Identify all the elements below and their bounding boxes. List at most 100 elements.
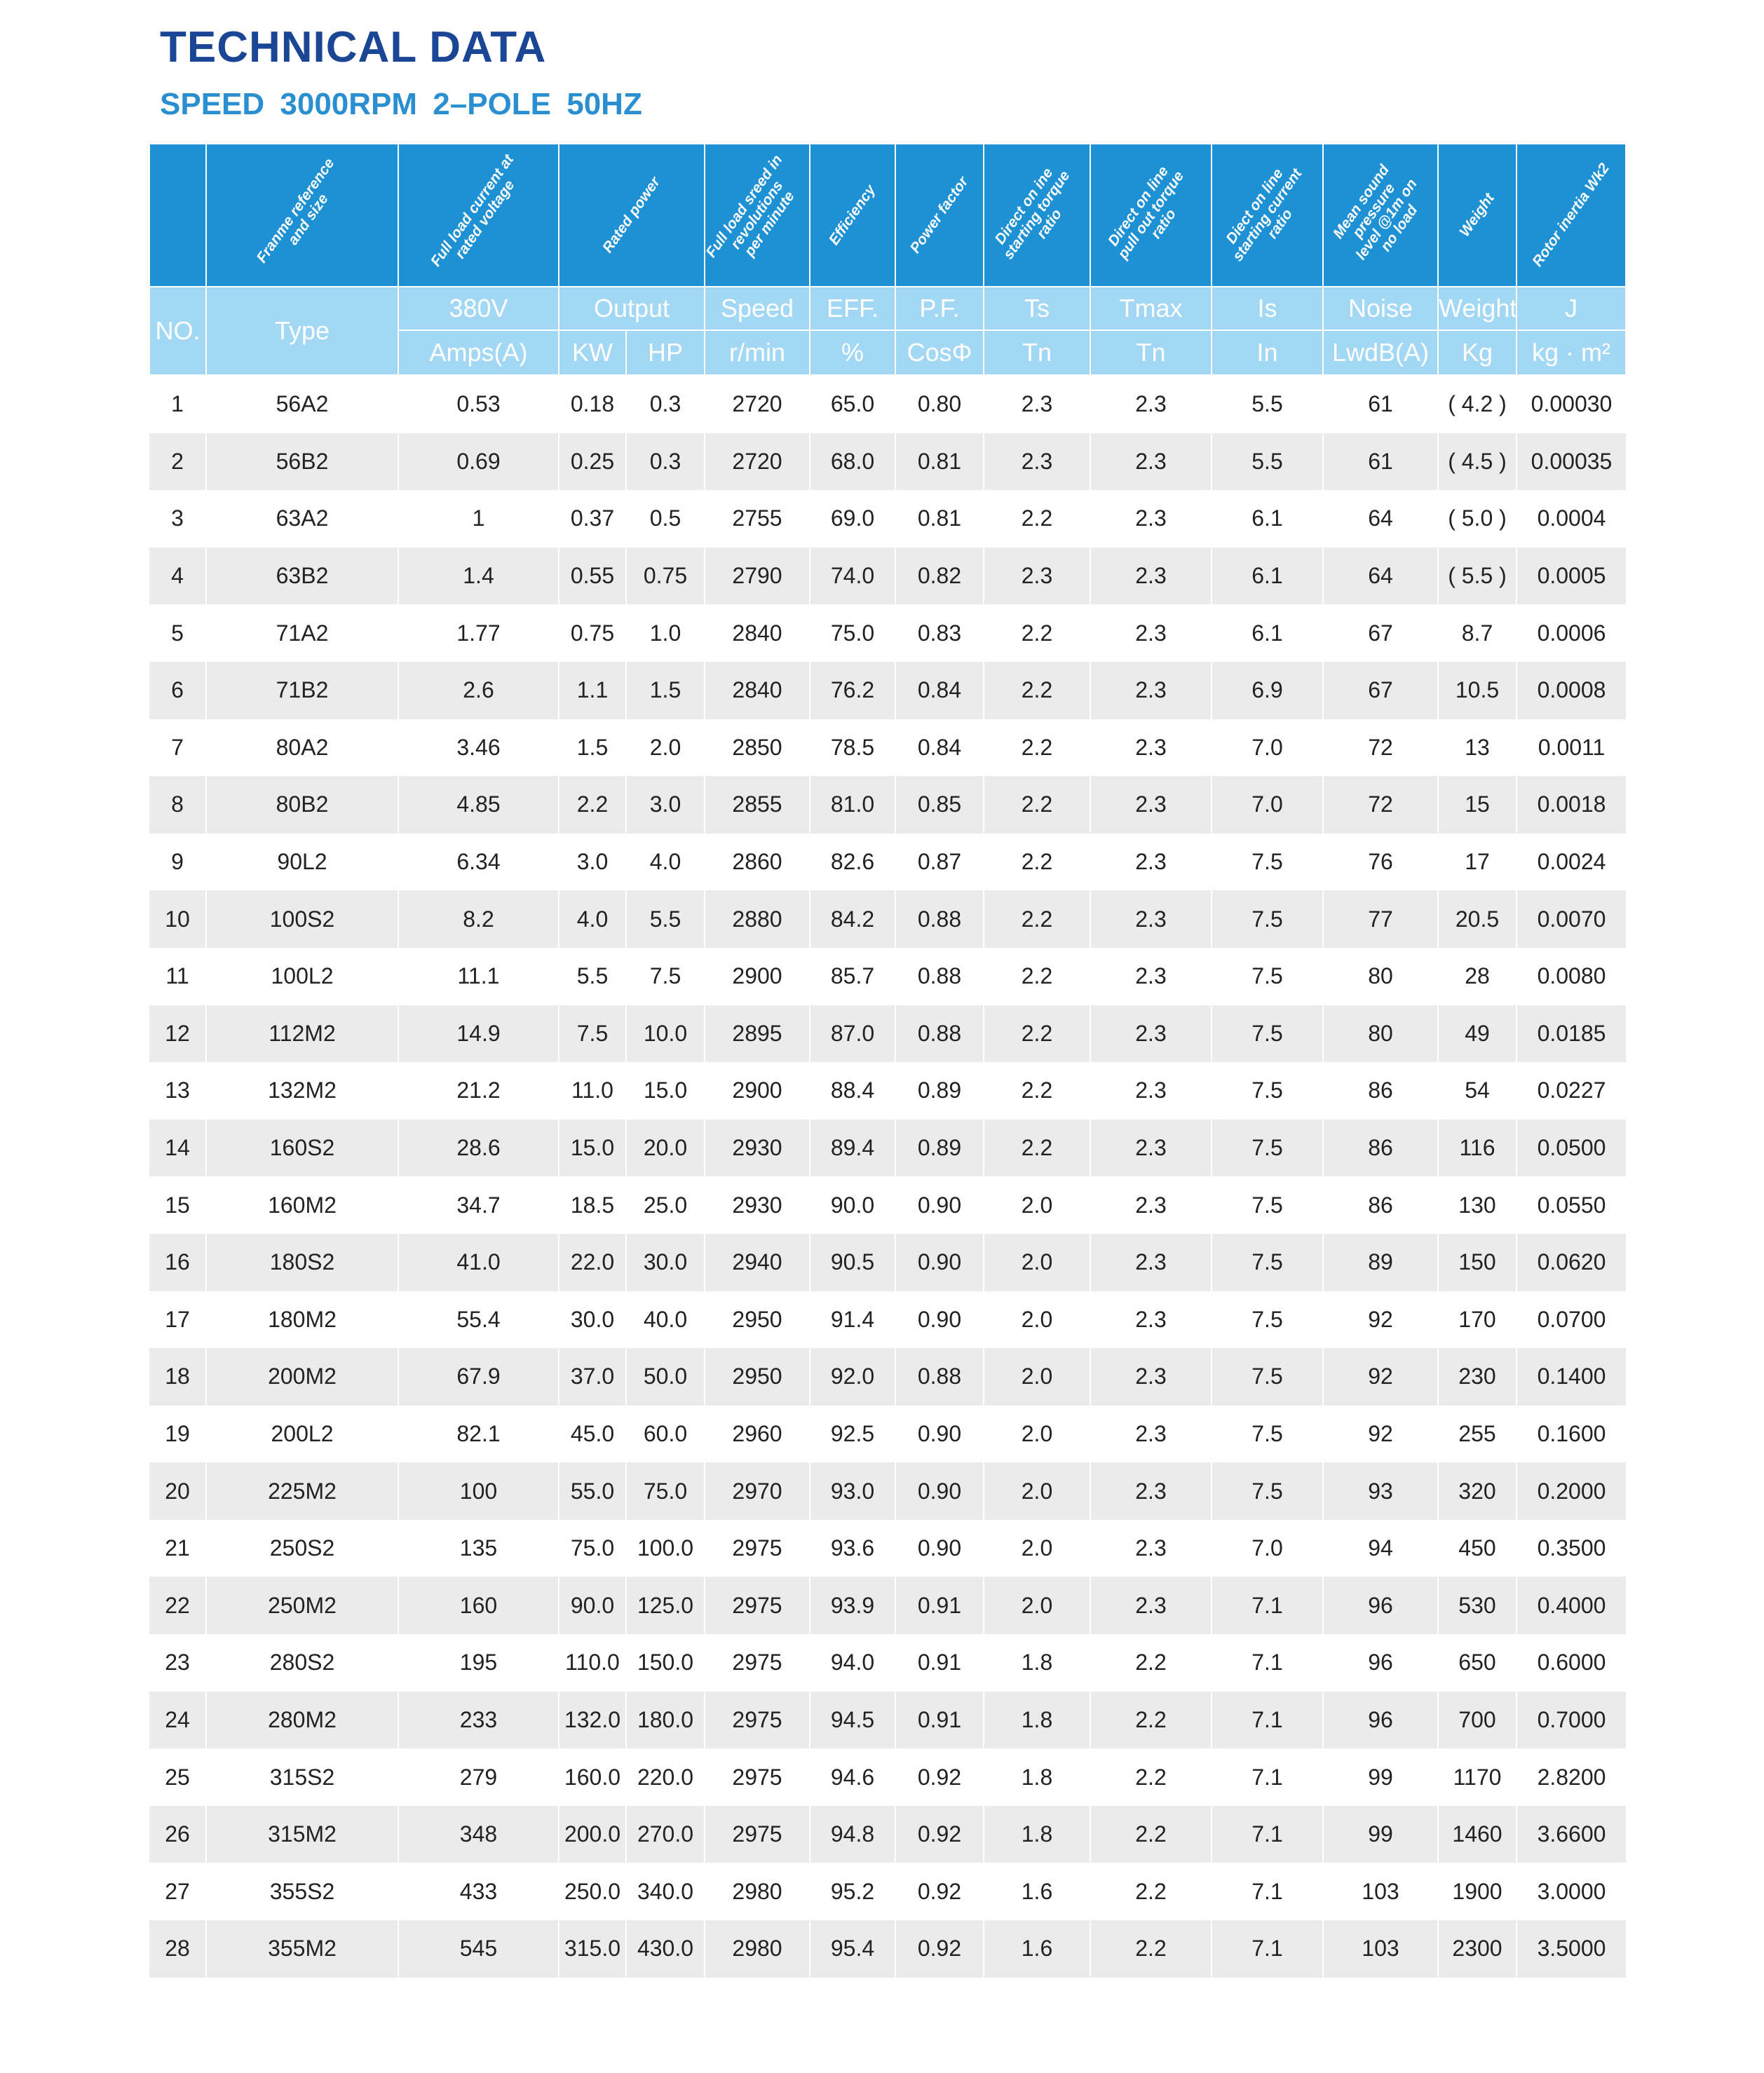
cell-hp: 25.0 [625, 1176, 705, 1234]
cell-inertia: 0.6000 [1516, 1634, 1626, 1692]
cell-eff: 95.4 [809, 1920, 895, 1978]
cell-tmax-tn: 2.2 [1090, 1805, 1212, 1863]
cell-noise: 96 [1322, 1577, 1438, 1635]
cell-no: 6 [149, 661, 206, 719]
table-row: 17 180M2 55.4 30.0 40.0 2950 91.4 0.90 2.0 2.3 7.5… [149, 1291, 1626, 1349]
cell-amps: 433 [398, 1863, 559, 1921]
header-desc-noise: Mean sound pressure level @1m on no load [1322, 144, 1439, 287]
cell-weight: 320 [1437, 1462, 1517, 1520]
cell-tmax-tn: 2.2 [1090, 1634, 1212, 1692]
cell-pf: 0.90 [895, 1405, 984, 1463]
cell-type: 355S2 [205, 1863, 398, 1921]
cell-no: 11 [165, 963, 189, 989]
cell-noise: 76 [1322, 833, 1438, 891]
cell-noise: 67 [1322, 661, 1438, 719]
cell-noise: 103 [1322, 1863, 1438, 1921]
cell-speed: 2930 [704, 1176, 810, 1234]
cell-ts-tn: 2.2 [983, 490, 1090, 548]
cell-is-in: 6.9 [1211, 661, 1323, 719]
cell-speed: 2975 [704, 1634, 810, 1692]
cell-eff: 90.0 [809, 1176, 895, 1234]
header-desc-starting-current: Diect on line starting current ratio [1211, 144, 1324, 287]
cell-is-in: 7.5 [1211, 1462, 1323, 1520]
cell-weight: ( 4.2 ) [1437, 375, 1517, 433]
cell-kw: 37.0 [558, 1348, 626, 1406]
cell-pf: 0.84 [895, 719, 984, 777]
cell-inertia: 0.0700 [1516, 1291, 1626, 1349]
cell-kw: 0.25 [558, 433, 626, 491]
header-desc-text: Mean sound pressure level @1m on no load [1329, 162, 1421, 263]
cell-no: 27 [165, 1878, 190, 1904]
cell-hp: 2.0 [625, 719, 705, 777]
cell-type: 160M2 [205, 1176, 398, 1234]
header-ts: Ts [983, 287, 1091, 331]
cell-type: 200M2 [205, 1348, 398, 1406]
cell-weight: 28 [1437, 947, 1517, 1005]
cell-inertia: 3.5000 [1516, 1920, 1626, 1978]
cell-no: 14 [149, 1119, 206, 1177]
header-desc-text: Direct on line pull out torque ratio [1104, 163, 1187, 262]
header-desc-power: Rated power [558, 144, 705, 287]
cell-inertia: 0.7000 [1516, 1691, 1626, 1749]
cell-no: 9 [171, 849, 184, 875]
cell-noise: 64 [1322, 490, 1438, 548]
cell-type: 180M2 [205, 1291, 398, 1349]
cell-no: 12 [149, 1005, 206, 1063]
cell-noise: 96 [1322, 1634, 1438, 1692]
cell-noise: 72 [1322, 776, 1438, 834]
cell-weight: 116 [1437, 1119, 1517, 1177]
cell-kw: 7.5 [558, 1005, 626, 1063]
cell-inertia: 2.8200 [1516, 1748, 1626, 1806]
table-row: 3 63A2 1 0.37 0.5 2755 69.0 0.81 2.2 2.3 6.1 64( 5.… [149, 490, 1626, 548]
cell-weight: 49 [1437, 1005, 1517, 1063]
cell-pf: 0.82 [895, 547, 984, 605]
table-row: 4 63B2 1.4 0.55 0.75 2790 74.0 0.82 2.3 2.3 6.1 64(… [149, 547, 1626, 605]
cell-pf: 0.88 [895, 1348, 984, 1406]
header-output: Output [558, 287, 705, 331]
cell-kw: 55.0 [558, 1462, 626, 1520]
cell-eff: 94.8 [809, 1805, 895, 1863]
cell-hp: 100.0 [625, 1519, 705, 1577]
cell-pf: 0.83 [895, 604, 984, 662]
cell-noise: 64 [1322, 547, 1438, 605]
table-row: 10 100S2 8.2 4.0 5.5 2880 84.2 0.88 2.2 2.3 7.5 77 2… [149, 890, 1626, 948]
cell-weight: 170 [1437, 1291, 1517, 1349]
cell-is-in: 7.1 [1211, 1863, 1323, 1921]
cell-no: 18 [149, 1348, 206, 1406]
header-desc-starting-torque: Direct on ine starting torque ratio [983, 144, 1091, 287]
table-row: 26 315M2 348 200.0 270.0 2975 94.8 0.92 1.8 2.2 7.… [149, 1805, 1626, 1863]
cell-kw: 15.0 [558, 1119, 626, 1177]
cell-weight: 15 [1437, 776, 1517, 834]
unit-hp: HP [625, 330, 705, 376]
cell-kw: 75.0 [558, 1519, 626, 1577]
cell-tmax-tn: 2.2 [1090, 1748, 1212, 1806]
cell-weight: 20.5 [1437, 890, 1517, 948]
cell-amps: 41.0 [398, 1233, 559, 1291]
unit-in: In [1211, 330, 1324, 376]
cell-amps: 82.1 [398, 1405, 559, 1463]
cell-inertia: 0.1400 [1516, 1348, 1626, 1406]
cell-speed: 2755 [704, 490, 810, 548]
cell-speed: 2960 [704, 1405, 810, 1463]
cell-ts-tn: 2.2 [983, 776, 1090, 834]
header-desc-text: Direct on ine starting torque ratio [991, 165, 1073, 263]
cell-hp: 0.3 [625, 433, 705, 491]
cell-speed: 2880 [704, 890, 810, 948]
cell-amps: 11.1 [398, 947, 559, 1005]
cell-speed: 2720 [704, 433, 810, 491]
table-row: 13 132M2 21.2 11.0 15.0 2900 88.4 0.89 2.2 2.3 7.5… [149, 1062, 1626, 1120]
cell-kw: 250.0 [558, 1863, 626, 1921]
cell-noise: 96 [1322, 1691, 1438, 1749]
cell-noise: 92 [1322, 1405, 1438, 1463]
cell-inertia: 0.0008 [1516, 661, 1626, 719]
cell-hp: 20.0 [625, 1119, 705, 1177]
cell-eff: 65.0 [809, 375, 895, 433]
cell-pf: 0.92 [895, 1863, 984, 1921]
cell-kw: 132.0 [558, 1691, 626, 1749]
cell-is-in: 7.0 [1211, 719, 1323, 777]
cell-speed: 2950 [704, 1348, 810, 1406]
cell-is-in: 7.1 [1211, 1634, 1323, 1692]
cell-is-in: 7.1 [1211, 1805, 1323, 1863]
header-desc-frame: Franme reference and size [205, 144, 399, 287]
cell-weight: 150 [1437, 1233, 1517, 1291]
